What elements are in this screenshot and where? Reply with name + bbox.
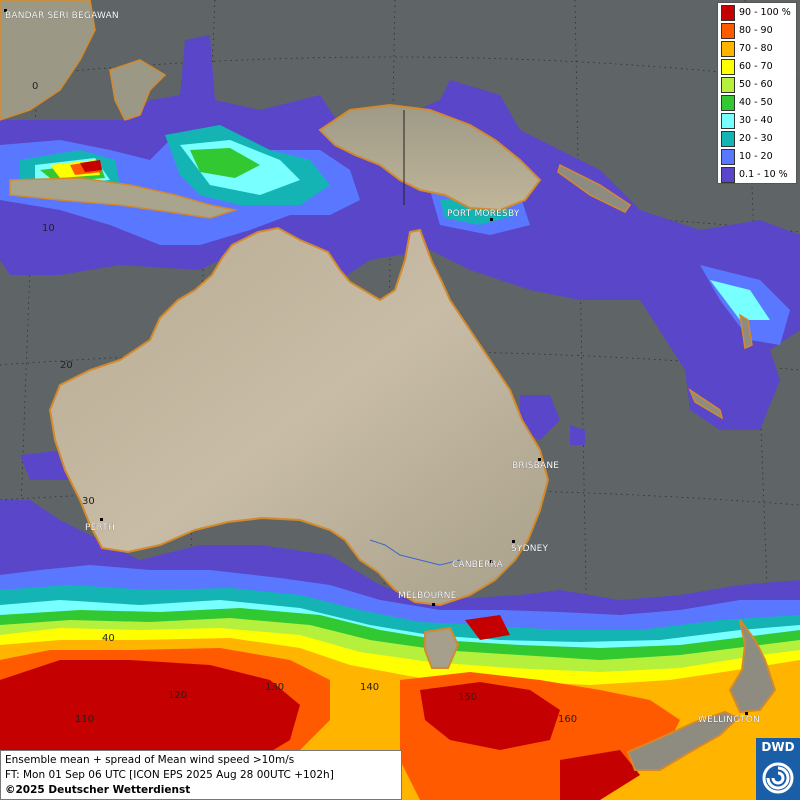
forecast-time: FT: Mon 01 Sep 06 UTC [ICON EPS 2025 Aug… [5,769,334,781]
legend-label: 80 - 90 [739,25,773,36]
legend-label: 0.1 - 10 % [739,169,788,180]
city-marker [512,540,515,543]
legend-label: 10 - 20 [739,151,773,162]
legend-item: 90 - 100 % [720,4,796,22]
dwd-swirl-icon [762,762,794,794]
legend-label: 50 - 60 [739,79,773,90]
legend-label: 70 - 80 [739,43,773,54]
murray-river [369,539,461,566]
lat-label-40: 40 [102,633,115,644]
vanuatu [739,313,753,350]
new-guinea [318,103,542,212]
city-marker [538,458,541,461]
city-canberra: CANBERRA [452,560,504,570]
city-marker [490,560,493,563]
legend: 90 - 100 % 80 - 90 70 - 80 60 - 70 50 - 60 40… [717,2,797,184]
legend-item: 40 - 50 [720,94,796,112]
australia-landmass [48,226,550,607]
legend-label: 20 - 30 [739,133,773,144]
city-marker [490,218,493,221]
legend-item: 80 - 90 [720,22,796,40]
city-perth: PERTH [85,523,115,533]
tasmania [424,626,460,669]
legend-label: 30 - 40 [739,115,773,126]
legend-swatch [721,131,735,147]
lat-label-10: 10 [42,223,55,234]
lon-label-110: 110 [75,714,94,725]
new-zealand-south [626,710,740,771]
product-description: Ensemble mean + spread of Mean wind spee… [5,754,295,766]
city-marker [745,712,748,715]
lon-label-160: 160 [558,714,577,725]
legend-swatch [721,95,735,111]
borneo [0,0,96,121]
lat-label-0: 0 [32,81,38,92]
legend-item: 30 - 40 [720,112,796,130]
city-wellington: WELLINGTON [698,715,760,725]
info-box: Ensemble mean + spread of Mean wind spee… [0,750,402,800]
lon-label-120: 120 [168,690,187,701]
legend-item: 60 - 70 [720,58,796,76]
grid-labels: 0 10 20 30 40 140 130 120 150 160 110 [32,81,577,725]
lon-label-150: 150 [458,692,477,703]
legend-swatch [721,41,735,57]
legend-item: 0.1 - 10 % [720,166,796,184]
new-caledonia [688,388,724,420]
legend-item: 10 - 20 [720,148,796,166]
city-marker [100,518,103,521]
city-marker [432,603,435,606]
timor-islands [9,177,238,219]
city-marker [4,9,7,12]
solomon-islands [557,163,632,213]
new-zealand-north [728,619,777,714]
lat-label-30: 30 [82,496,95,507]
legend-item: 20 - 30 [720,130,796,148]
legend-swatch [721,113,735,129]
city-sydney: SYDNEY [511,544,549,554]
legend-swatch [721,77,735,93]
dwd-logo: DWD [756,738,800,800]
lat-label-20: 20 [60,360,73,371]
lon-label-130: 130 [265,682,284,693]
legend-label: 40 - 50 [739,97,773,108]
legend-swatch [721,23,735,39]
legend-label: 60 - 70 [739,61,773,72]
legend-label: 90 - 100 % [739,7,791,18]
legend-swatch [721,5,735,21]
legend-item: 50 - 60 [720,76,796,94]
copyright: ©2025 Deutscher Wetterdienst [5,784,191,796]
city-melbourne: MELBOURNE [398,591,457,601]
legend-swatch [721,59,735,75]
legend-swatch [721,167,735,183]
lon-label-140: 140 [360,682,379,693]
legend-item: 70 - 80 [720,40,796,58]
sulawesi [109,59,167,121]
city-labels: BANDAR SERI BEGAWAN PORT MORESBY BRISBAN… [4,9,760,725]
dwd-logo-text: DWD [761,740,795,754]
city-bandar-seri-begawan: BANDAR SERI BEGAWAN [5,11,119,21]
city-brisbane: BRISBANE [512,461,559,471]
city-port-moresby: PORT MORESBY [447,209,520,219]
legend-swatch [721,149,735,165]
